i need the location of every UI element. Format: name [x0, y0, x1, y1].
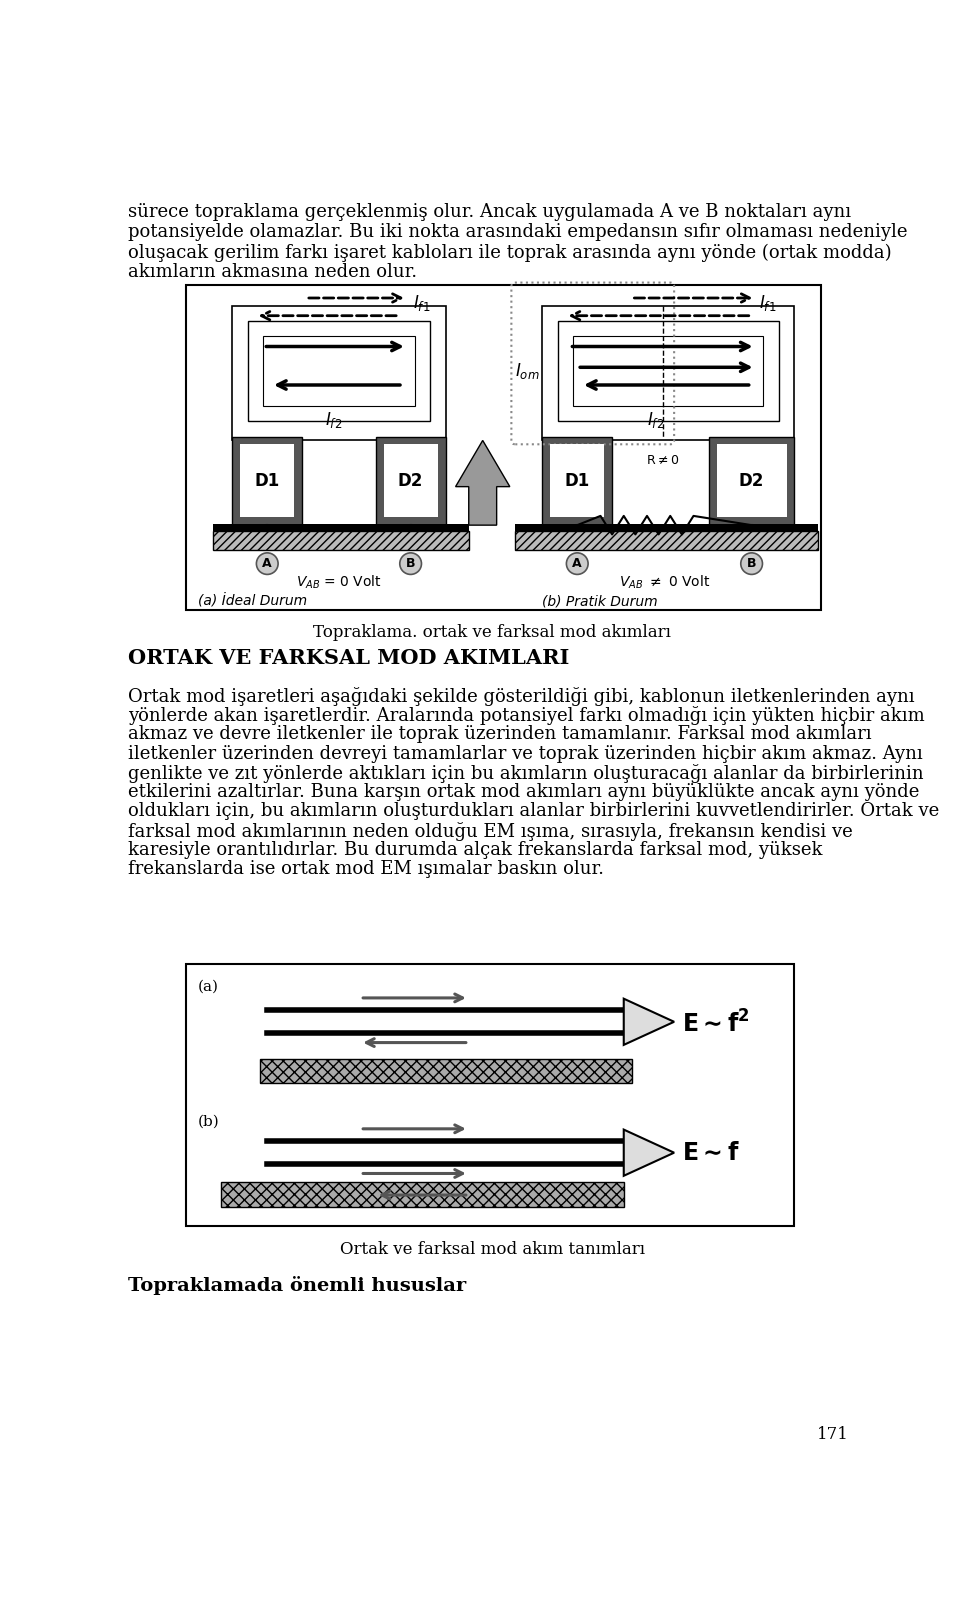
- Text: $\mathbf{E \sim f}$: $\mathbf{E \sim f}$: [682, 1142, 739, 1166]
- Text: karesiyle orantılıdırlar. Bu durumda alçak frekanslarda farksal mod, yüksek: karesiyle orantılıdırlar. Bu durumda alç…: [128, 841, 823, 859]
- Text: farksal mod akımlarının neden olduğu EM ışıma, sırasıyla, frekansın kendisi ve: farksal mod akımlarının neden olduğu EM …: [128, 821, 852, 841]
- Text: A: A: [262, 558, 272, 571]
- Bar: [240, 445, 295, 517]
- Text: etkilerini azaltırlar. Buna karşın ortak mod akımları aynı büyüklükte ancak aynı: etkilerini azaltırlar. Buna karşın ortak…: [128, 783, 919, 800]
- Bar: [232, 306, 445, 440]
- Bar: [542, 306, 794, 440]
- Bar: [383, 445, 438, 517]
- Bar: [558, 322, 779, 420]
- Text: Topraklama. ortak ve farksal mod akımları: Topraklama. ortak ve farksal mod akımlar…: [313, 624, 671, 640]
- Text: $I_{f2}$: $I_{f2}$: [647, 409, 664, 430]
- Text: Topraklamada önemli hususlar: Topraklamada önemli hususlar: [128, 1276, 466, 1295]
- Bar: [186, 964, 794, 1226]
- Text: $I_{f1}$: $I_{f1}$: [759, 293, 777, 312]
- Text: 171: 171: [817, 1426, 849, 1442]
- Text: D2: D2: [398, 472, 423, 490]
- Text: akımların akmasına neden olur.: akımların akmasına neden olur.: [128, 264, 417, 281]
- Text: oluşacak gerilim farkı işaret kabloları ile toprak arasında aynı yönde (ortak mo: oluşacak gerilim farkı işaret kabloları …: [128, 243, 892, 262]
- Circle shape: [256, 553, 278, 574]
- Circle shape: [566, 553, 588, 574]
- Text: akmaz ve devre iletkenler ile toprak üzerinden tamamlanır. Farksal mod akımları: akmaz ve devre iletkenler ile toprak üze…: [128, 726, 872, 744]
- Text: A: A: [572, 558, 582, 571]
- Polygon shape: [624, 999, 674, 1045]
- Text: oldukları için, bu akımların oluşturdukları alanlar birbirlerini kuvvetlendirirl: oldukları için, bu akımların oluşturdukl…: [128, 802, 939, 820]
- Bar: [248, 322, 430, 420]
- Text: R$\neq$0: R$\neq$0: [646, 453, 679, 467]
- Text: $V_{AB}$ = 0 Volt: $V_{AB}$ = 0 Volt: [296, 574, 382, 592]
- Text: genlikte ve zıt yönlerde aktıkları için bu akımların oluşturacağı alanlar da bir: genlikte ve zıt yönlerde aktıkları için …: [128, 763, 924, 783]
- Bar: [221, 1182, 624, 1206]
- Text: frekanslarda ise ortak mod EM ışımalar baskın olur.: frekanslarda ise ortak mod EM ışımalar b…: [128, 860, 604, 878]
- Bar: [550, 445, 605, 517]
- Text: $I_{f2}$: $I_{f2}$: [325, 409, 343, 430]
- Text: $\mathbf{E \sim f^2}$: $\mathbf{E \sim f^2}$: [682, 1011, 750, 1038]
- Text: D1: D1: [564, 472, 589, 490]
- Text: (b) Pratik Durum: (b) Pratik Durum: [542, 595, 658, 610]
- Text: Ortak ve farksal mod akım tanımları: Ortak ve farksal mod akım tanımları: [340, 1242, 644, 1258]
- Text: iletkenler üzerinden devreyi tamamlarlar ve toprak üzerinden hiçbir akım akmaz. : iletkenler üzerinden devreyi tamamlarlar…: [128, 744, 923, 763]
- Bar: [542, 437, 612, 526]
- Bar: [573, 336, 763, 406]
- Text: yönlerde akan işaretlerdir. Aralarında potansiyel farkı olmadığı için yükten hiç: yönlerde akan işaretlerdir. Aralarında p…: [128, 707, 924, 724]
- Text: $V_{AB}$ $\neq$ 0 Volt: $V_{AB}$ $\neq$ 0 Volt: [619, 574, 710, 592]
- Polygon shape: [456, 440, 510, 526]
- Bar: [375, 437, 445, 526]
- Bar: [709, 437, 794, 526]
- Text: ORTAK VE FARKSAL MOD AKIMLARI: ORTAK VE FARKSAL MOD AKIMLARI: [128, 648, 569, 668]
- Bar: [213, 524, 468, 530]
- Text: (a) İdeal Durum: (a) İdeal Durum: [198, 595, 306, 610]
- Circle shape: [399, 553, 421, 574]
- Circle shape: [741, 553, 762, 574]
- Bar: [263, 336, 415, 406]
- Text: $I_{om}$: $I_{om}$: [516, 361, 540, 382]
- Polygon shape: [624, 1130, 674, 1176]
- Text: (a): (a): [198, 980, 219, 993]
- Text: Ortak mod işaretleri aşağıdaki şekilde gösterildiği gibi, kablonun iletkenlerind: Ortak mod işaretleri aşağıdaki şekilde g…: [128, 687, 914, 707]
- Bar: [717, 445, 786, 517]
- Text: $I_{f1}$: $I_{f1}$: [413, 293, 430, 312]
- Bar: [516, 524, 818, 530]
- Text: sürece topraklama gerçeklenmiş olur. Ancak uygulamada A ve B noktaları aynı: sürece topraklama gerçeklenmiş olur. Anc…: [128, 204, 851, 222]
- Bar: [259, 1059, 632, 1083]
- Bar: [213, 530, 468, 550]
- Text: B: B: [747, 558, 756, 571]
- Bar: [516, 530, 818, 550]
- Text: B: B: [406, 558, 416, 571]
- Text: potansiyelde olamazlar. Bu iki nokta arasındaki empedansın sıfır olmaması nedeni: potansiyelde olamazlar. Bu iki nokta ara…: [128, 223, 907, 241]
- Text: D2: D2: [739, 472, 764, 490]
- Bar: [232, 437, 302, 526]
- Text: (b): (b): [198, 1114, 219, 1129]
- Text: D1: D1: [254, 472, 280, 490]
- Bar: [186, 285, 822, 610]
